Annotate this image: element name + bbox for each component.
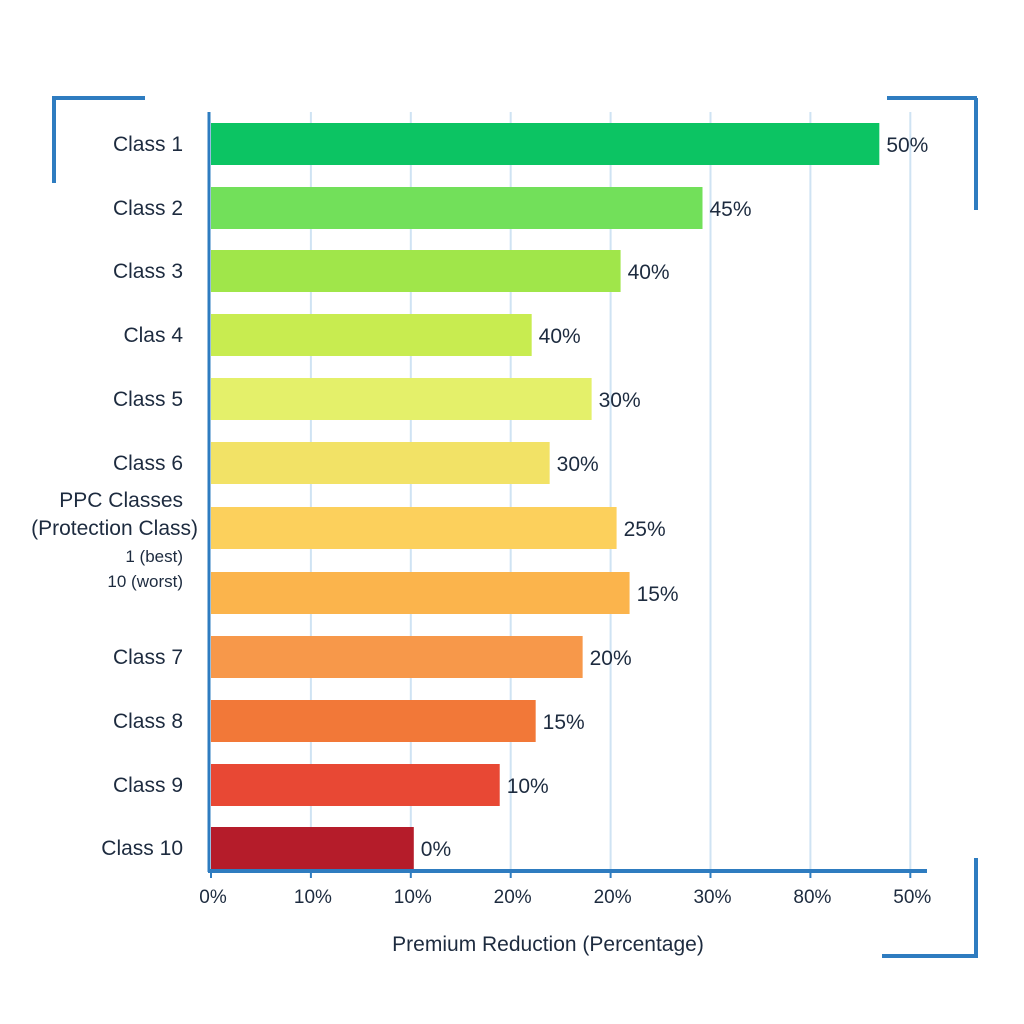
data-label: 50%: [886, 134, 928, 157]
bar: [211, 507, 617, 549]
data-label: 40%: [628, 261, 670, 284]
category-label: Class 2: [113, 197, 183, 220]
corner-brackets: [52, 96, 978, 958]
x-axis-title: Premium Reduction (Percentage): [392, 933, 704, 956]
category-label: Class 10: [101, 837, 183, 860]
category-label: Class 1: [113, 133, 183, 156]
data-label: 40%: [539, 325, 581, 348]
bar: [211, 764, 500, 806]
data-label: 15%: [637, 583, 679, 606]
ylabel-line-2: (Protection Class): [31, 517, 198, 540]
x-tick-label: 10%: [294, 887, 332, 908]
bar: [211, 187, 703, 229]
data-label: 45%: [710, 198, 752, 221]
bars: 50% 45% 40% 40% 30% 30% 25% 15% 20% 15% 10% 0%: [211, 123, 928, 869]
category-label: Class 3: [113, 260, 183, 283]
category-label: Class 6: [113, 452, 183, 475]
bar: [211, 123, 880, 165]
x-tick-label: 20%: [594, 887, 632, 908]
data-label: 15%: [543, 711, 585, 734]
category-label: Class 9: [113, 774, 183, 797]
category-label: Class 8: [113, 710, 183, 733]
category-label: Class 5: [113, 388, 183, 411]
data-label: 25%: [624, 518, 666, 541]
data-label: 10%: [507, 775, 549, 798]
bar: [211, 378, 592, 420]
data-label: 20%: [590, 647, 632, 670]
axes: [207, 112, 927, 878]
bar: [211, 572, 630, 614]
bar: [211, 700, 536, 742]
bar: [211, 636, 583, 678]
ylabel-line-4: 10 (worst): [107, 572, 183, 591]
x-tick-label: 20%: [494, 887, 532, 908]
x-tick-label: 0%: [199, 887, 227, 908]
category-labels: Class 1 Class 2 Class 3 Clas 4 Class 5 Class …: [101, 133, 183, 860]
data-label: 0%: [421, 838, 451, 861]
x-tick-labels: 0% 10% 10% 20% 20% 30% 80% 50%: [199, 887, 931, 908]
x-tick-label: 50%: [893, 887, 931, 908]
data-label: 30%: [599, 389, 641, 412]
data-label: 30%: [557, 453, 599, 476]
bar: [211, 827, 414, 869]
x-tick-label: 30%: [693, 887, 731, 908]
x-tick-label: 80%: [793, 887, 831, 908]
category-label: Class 7: [113, 646, 183, 669]
gridlines: [309, 112, 912, 870]
category-label: Clas 4: [123, 324, 183, 347]
bar: [211, 442, 550, 484]
bar: [211, 250, 621, 292]
x-tick-label: 10%: [394, 887, 432, 908]
bar: [211, 314, 532, 356]
ylabel-line-3: 1 (best): [125, 547, 183, 566]
ylabel-line-1: PPC Classes: [59, 489, 183, 512]
